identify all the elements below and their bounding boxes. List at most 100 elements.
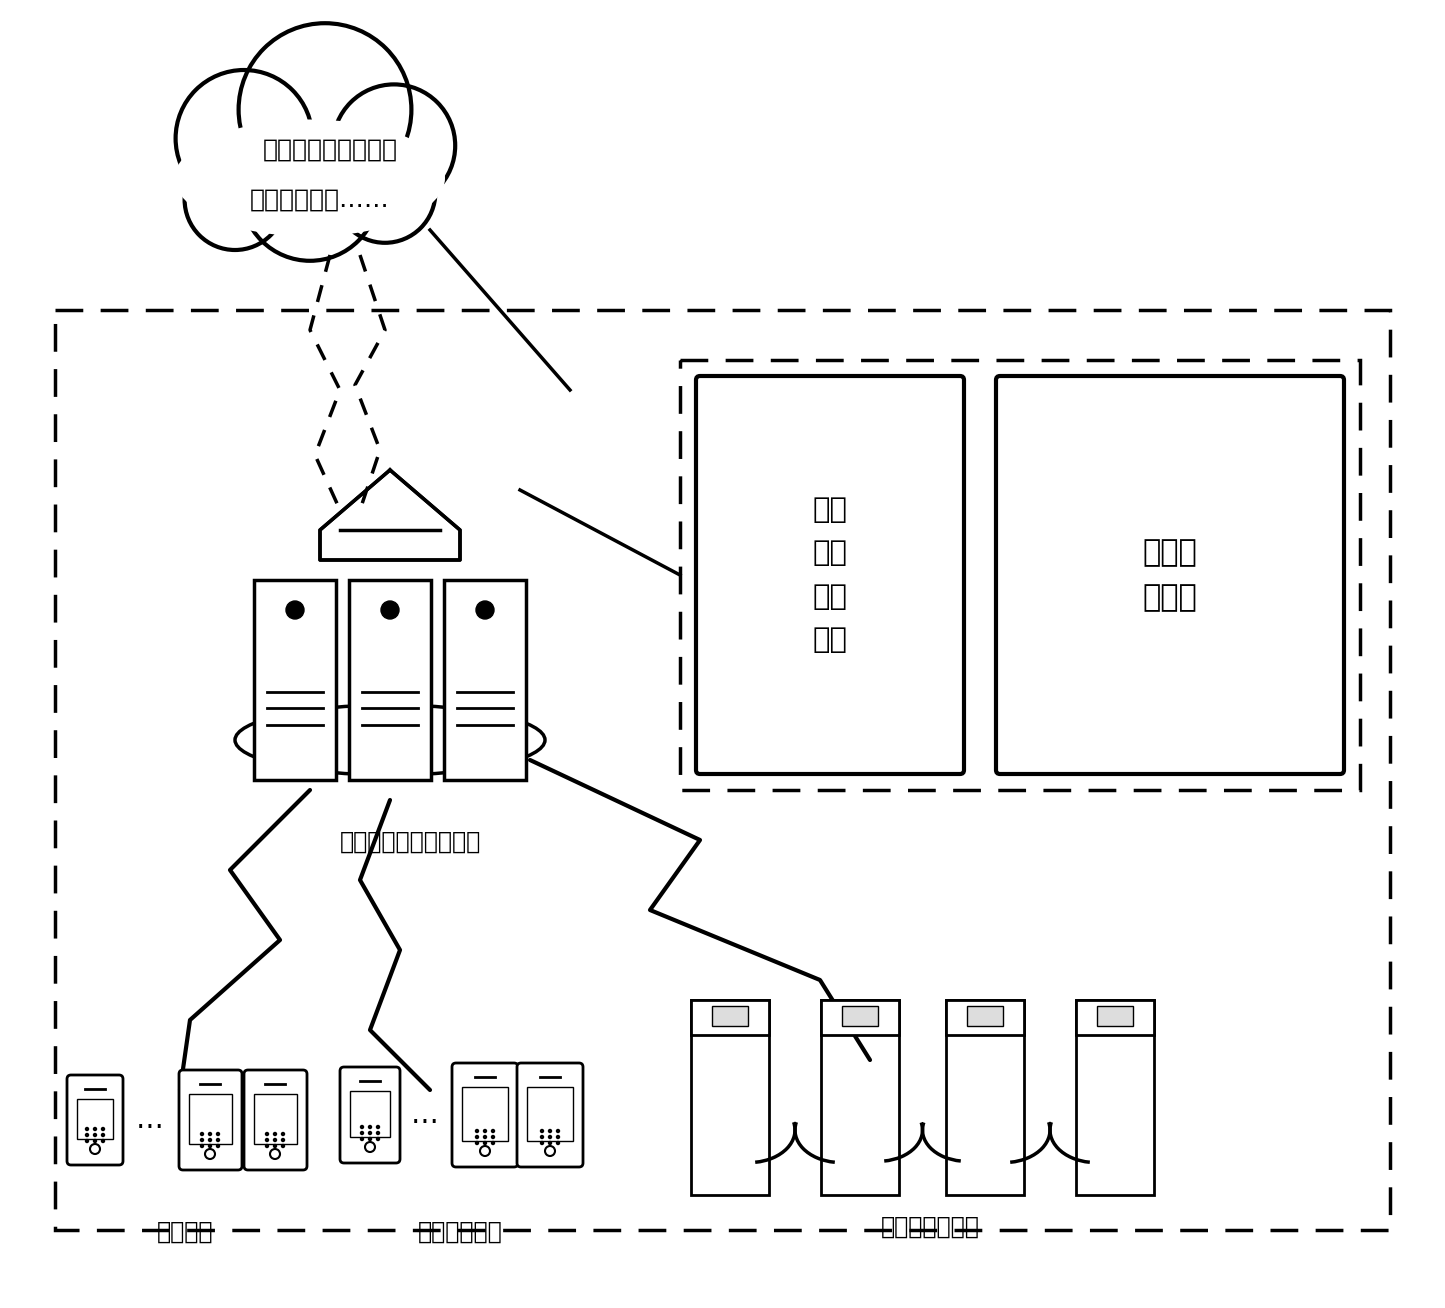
- Circle shape: [332, 85, 455, 207]
- Ellipse shape: [175, 119, 445, 237]
- Polygon shape: [319, 470, 460, 560]
- Circle shape: [377, 1138, 380, 1141]
- Circle shape: [475, 600, 494, 619]
- FancyBboxPatch shape: [444, 579, 526, 780]
- Circle shape: [266, 1133, 269, 1135]
- Circle shape: [176, 71, 312, 207]
- Circle shape: [484, 1142, 487, 1144]
- Circle shape: [201, 1138, 204, 1142]
- FancyBboxPatch shape: [1077, 1001, 1155, 1035]
- Circle shape: [201, 1144, 204, 1147]
- Circle shape: [491, 1142, 494, 1144]
- Circle shape: [208, 1138, 211, 1142]
- FancyBboxPatch shape: [340, 1067, 400, 1163]
- FancyBboxPatch shape: [527, 1087, 574, 1141]
- Circle shape: [273, 1133, 276, 1135]
- FancyBboxPatch shape: [681, 360, 1360, 790]
- Text: 流调
策略
管理
模块: 流调 策略 管理 模块: [812, 496, 848, 654]
- Circle shape: [484, 1135, 487, 1138]
- FancyBboxPatch shape: [254, 1093, 298, 1144]
- Circle shape: [94, 1134, 97, 1137]
- Text: 闸机门禁设备端: 闸机门禁设备端: [880, 1215, 980, 1239]
- Text: 数据处
理中心: 数据处 理中心: [1143, 538, 1198, 612]
- Circle shape: [217, 1138, 220, 1142]
- Text: 患者终端: 患者终端: [156, 1220, 214, 1244]
- FancyBboxPatch shape: [55, 310, 1390, 1230]
- FancyBboxPatch shape: [842, 1006, 879, 1025]
- Circle shape: [208, 1133, 211, 1135]
- Circle shape: [368, 1125, 371, 1129]
- Circle shape: [208, 1144, 211, 1147]
- Circle shape: [540, 1135, 543, 1138]
- FancyBboxPatch shape: [821, 1001, 899, 1035]
- FancyBboxPatch shape: [691, 1001, 769, 1035]
- Circle shape: [101, 1139, 104, 1142]
- FancyBboxPatch shape: [66, 1075, 123, 1165]
- Text: 闸机门禁服务端子系统: 闸机门禁服务端子系统: [340, 831, 481, 854]
- Circle shape: [282, 1133, 285, 1135]
- Circle shape: [94, 1127, 97, 1130]
- Circle shape: [484, 1130, 487, 1133]
- Circle shape: [85, 1127, 88, 1130]
- FancyBboxPatch shape: [254, 579, 337, 780]
- Circle shape: [217, 1144, 220, 1147]
- Text: 三方挂号平台……: 三方挂号平台……: [250, 188, 390, 212]
- Circle shape: [185, 149, 286, 250]
- FancyBboxPatch shape: [244, 1070, 306, 1169]
- FancyBboxPatch shape: [996, 375, 1344, 774]
- Text: …: …: [136, 1107, 163, 1134]
- Circle shape: [549, 1135, 552, 1138]
- FancyBboxPatch shape: [462, 1087, 509, 1141]
- Circle shape: [217, 1133, 220, 1135]
- Circle shape: [540, 1142, 543, 1144]
- Circle shape: [549, 1142, 552, 1144]
- Circle shape: [273, 1138, 276, 1142]
- Text: 门岗人员终端: 门岗人员终端: [418, 1220, 503, 1244]
- Circle shape: [85, 1134, 88, 1137]
- FancyBboxPatch shape: [189, 1093, 233, 1144]
- Circle shape: [368, 1138, 371, 1141]
- Circle shape: [368, 1131, 371, 1134]
- Text: …: …: [410, 1101, 439, 1129]
- Circle shape: [201, 1133, 204, 1135]
- FancyBboxPatch shape: [77, 1099, 113, 1139]
- Circle shape: [556, 1142, 559, 1144]
- FancyBboxPatch shape: [1077, 1001, 1155, 1196]
- Circle shape: [238, 24, 412, 196]
- Circle shape: [335, 143, 435, 243]
- Circle shape: [377, 1131, 380, 1134]
- Circle shape: [491, 1135, 494, 1138]
- Circle shape: [286, 600, 303, 619]
- FancyBboxPatch shape: [946, 1001, 1025, 1196]
- Circle shape: [381, 600, 399, 619]
- Text: 第三方数据中心、第: 第三方数据中心、第: [263, 139, 397, 162]
- FancyBboxPatch shape: [452, 1063, 517, 1167]
- Circle shape: [556, 1130, 559, 1133]
- FancyBboxPatch shape: [691, 1001, 769, 1196]
- Circle shape: [266, 1138, 269, 1142]
- Circle shape: [94, 1139, 97, 1142]
- Circle shape: [377, 1125, 380, 1129]
- Circle shape: [360, 1131, 364, 1134]
- FancyBboxPatch shape: [517, 1063, 582, 1167]
- FancyBboxPatch shape: [821, 1001, 899, 1196]
- Circle shape: [360, 1138, 364, 1141]
- FancyBboxPatch shape: [179, 1070, 241, 1169]
- Circle shape: [549, 1130, 552, 1133]
- FancyBboxPatch shape: [350, 1091, 390, 1137]
- Circle shape: [241, 124, 379, 260]
- Circle shape: [556, 1135, 559, 1138]
- Circle shape: [475, 1135, 478, 1138]
- Circle shape: [475, 1130, 478, 1133]
- Circle shape: [540, 1130, 543, 1133]
- Circle shape: [475, 1142, 478, 1144]
- FancyBboxPatch shape: [350, 579, 431, 780]
- Circle shape: [273, 1144, 276, 1147]
- FancyBboxPatch shape: [696, 375, 964, 774]
- FancyBboxPatch shape: [946, 1001, 1025, 1035]
- Circle shape: [101, 1127, 104, 1130]
- FancyBboxPatch shape: [1097, 1006, 1133, 1025]
- Circle shape: [282, 1138, 285, 1142]
- Ellipse shape: [236, 705, 545, 776]
- Circle shape: [85, 1139, 88, 1142]
